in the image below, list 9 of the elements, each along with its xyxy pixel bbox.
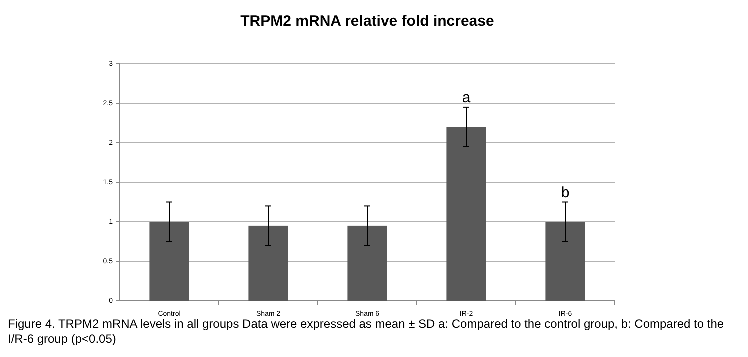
bar (348, 226, 388, 301)
annotation: a (462, 89, 472, 106)
bar (546, 222, 586, 301)
chart-title: TRPM2 mRNA relative fold increase (240, 13, 494, 30)
bar (248, 226, 288, 301)
bar (446, 127, 486, 301)
bar (150, 222, 190, 301)
annotation: b (561, 184, 570, 202)
caption: Figure 4. TRPM2 mRNA levels in all groups Data were expressed as mean ± SD a: Compared to the control group, b: Compared to the I/R-6 group (p<0.05) (8, 317, 724, 346)
